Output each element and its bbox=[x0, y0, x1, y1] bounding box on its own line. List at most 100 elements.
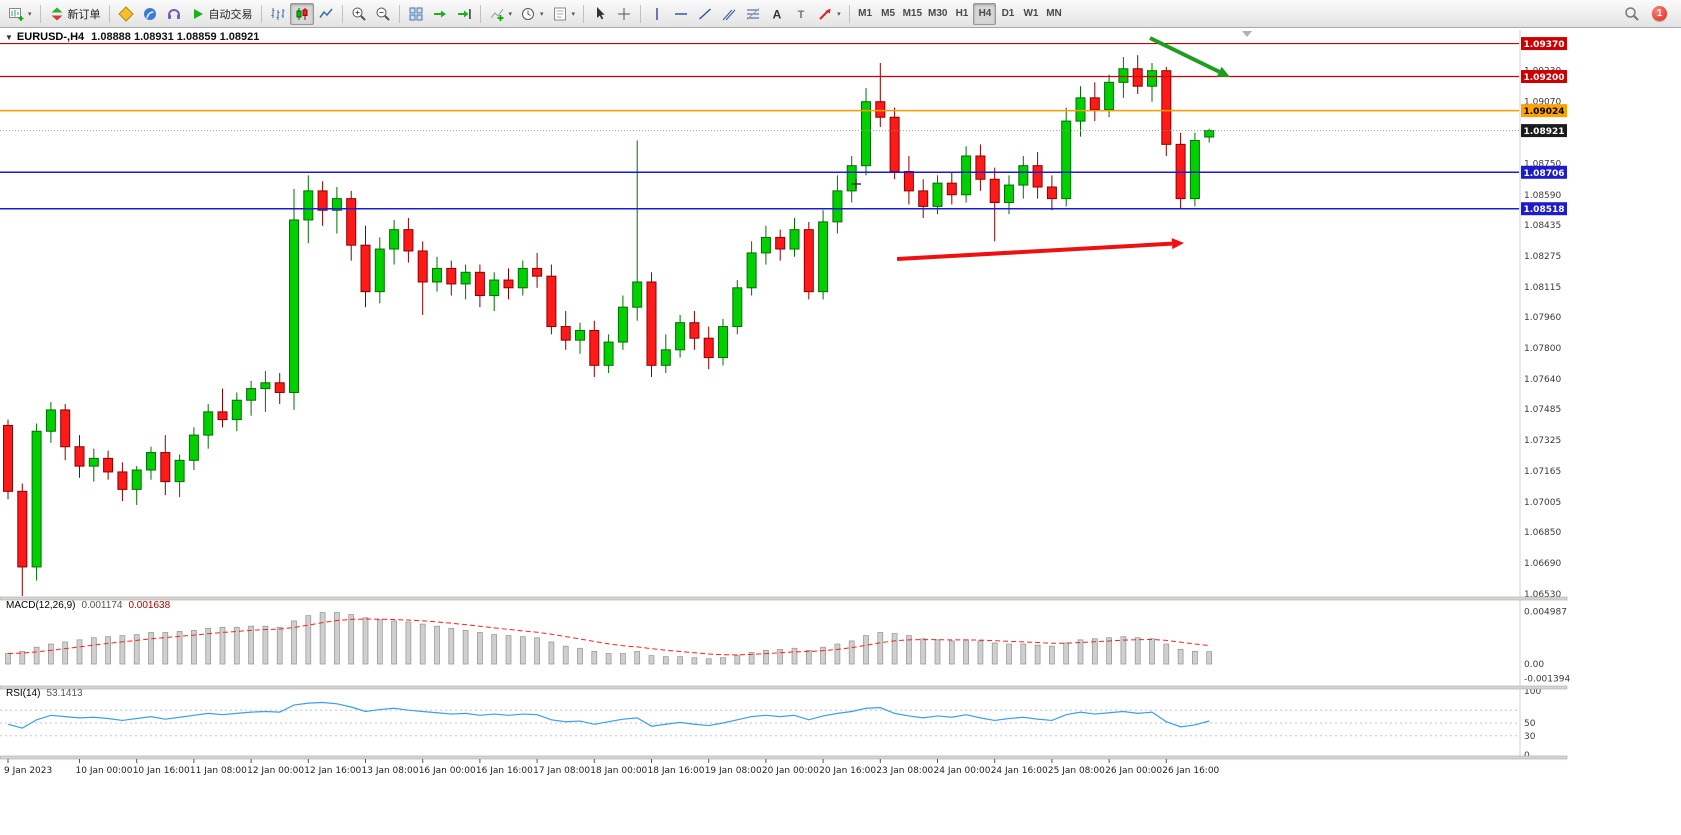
one-click-trading-toggle[interactable]: ▼ bbox=[5, 33, 13, 42]
svg-text:1.07325: 1.07325 bbox=[1524, 436, 1561, 446]
svg-text:1.06530: 1.06530 bbox=[1524, 590, 1561, 600]
timeframe-H1[interactable]: H1 bbox=[950, 3, 973, 25]
svg-text:1.07960: 1.07960 bbox=[1524, 313, 1561, 323]
notification-badge[interactable]: 1 bbox=[1652, 6, 1667, 21]
clock-icon bbox=[520, 6, 536, 22]
svg-text:18 Jan 16:00: 18 Jan 16:00 bbox=[648, 766, 705, 776]
svg-text:1.09200: 1.09200 bbox=[1524, 73, 1565, 83]
panel-separator[interactable] bbox=[0, 685, 1568, 690]
level-lines[interactable] bbox=[0, 42, 1519, 210]
toolbar-separator bbox=[583, 4, 585, 23]
svg-text:11 Jan 08:00: 11 Jan 08:00 bbox=[190, 766, 247, 776]
svg-text:24 Jan 00:00: 24 Jan 00:00 bbox=[934, 766, 991, 776]
timeframe-W1[interactable]: W1 bbox=[1019, 3, 1042, 25]
trendline-tool[interactable] bbox=[693, 3, 717, 25]
timeframe-M1[interactable]: M1 bbox=[854, 3, 877, 25]
svg-text:23 Jan 08:00: 23 Jan 08:00 bbox=[876, 766, 933, 776]
timeframe-M15[interactable]: M15 bbox=[900, 3, 925, 25]
channel-icon bbox=[721, 6, 737, 22]
toolbar-separator bbox=[108, 4, 110, 23]
signals-button[interactable] bbox=[138, 3, 162, 25]
toolbar-separator bbox=[39, 4, 41, 23]
svg-text:1.07640: 1.07640 bbox=[1524, 375, 1561, 385]
svg-text:1.07005: 1.07005 bbox=[1524, 498, 1561, 508]
svg-text:1.06690: 1.06690 bbox=[1524, 559, 1561, 569]
svg-text:19 Jan 08:00: 19 Jan 08:00 bbox=[705, 766, 762, 776]
svg-text:10 Jan 16:00: 10 Jan 16:00 bbox=[133, 766, 190, 776]
zoom-out-icon bbox=[375, 6, 391, 22]
tile-windows-button[interactable] bbox=[404, 3, 428, 25]
rsi-level-lines bbox=[0, 709, 1519, 737]
svg-text:1.07165: 1.07165 bbox=[1524, 467, 1561, 477]
text-tool[interactable]: A bbox=[765, 3, 789, 25]
timeframe-MN[interactable]: MN bbox=[1042, 3, 1065, 25]
svg-text:30: 30 bbox=[1524, 732, 1536, 742]
svg-text:18 Jan 00:00: 18 Jan 00:00 bbox=[590, 766, 647, 776]
timeframe-M30[interactable]: M30 bbox=[925, 3, 950, 25]
fibonacci-icon bbox=[745, 6, 761, 22]
bar-chart-button[interactable] bbox=[266, 3, 290, 25]
autotrade-button[interactable]: 自动交易 bbox=[186, 3, 257, 25]
red-trend-arrow[interactable] bbox=[896, 238, 1184, 261]
green-down-arrow[interactable] bbox=[1149, 36, 1230, 77]
market-button[interactable] bbox=[114, 3, 138, 25]
horizontal-line-tool[interactable] bbox=[669, 3, 693, 25]
cursor-arrow-icon bbox=[592, 6, 608, 22]
line-chart-icon bbox=[318, 6, 334, 22]
zoom-in-icon bbox=[351, 6, 367, 22]
periods-button[interactable]: ▾ bbox=[516, 3, 548, 25]
label-tool[interactable]: T bbox=[789, 3, 813, 25]
auto-scroll-button[interactable] bbox=[428, 3, 452, 25]
chevron-down-icon: ▾ bbox=[571, 10, 576, 18]
toolbar-separator bbox=[398, 4, 400, 23]
timeframe-D1[interactable]: D1 bbox=[996, 3, 1019, 25]
timeframe-M5[interactable]: M5 bbox=[877, 3, 900, 25]
toolbar-separator bbox=[479, 4, 481, 23]
svg-text:26 Jan 00:00: 26 Jan 00:00 bbox=[1105, 766, 1162, 776]
fibonacci-tool[interactable] bbox=[741, 3, 765, 25]
indicators-button[interactable]: ▾ bbox=[485, 3, 517, 25]
svg-text:1.08706: 1.08706 bbox=[1524, 169, 1565, 179]
channel-tool[interactable] bbox=[717, 3, 741, 25]
svg-text:T: T bbox=[798, 9, 805, 21]
toolbar-separator bbox=[260, 4, 262, 23]
crosshair-button[interactable] bbox=[612, 3, 636, 25]
candlestick-button[interactable] bbox=[289, 2, 314, 25]
new-order-icon bbox=[49, 6, 65, 22]
play-icon bbox=[190, 6, 206, 22]
vps-button[interactable] bbox=[162, 3, 186, 25]
svg-text:1.08435: 1.08435 bbox=[1524, 221, 1561, 231]
svg-text:10 Jan 00:00: 10 Jan 00:00 bbox=[76, 766, 133, 776]
auto-scroll-icon bbox=[432, 6, 448, 22]
templates-button[interactable]: ▾ bbox=[548, 3, 580, 25]
line-chart-button[interactable] bbox=[314, 3, 338, 25]
svg-text:24 Jan 16:00: 24 Jan 16:00 bbox=[991, 766, 1048, 776]
crosshair-icon bbox=[616, 6, 632, 22]
chart-shift-button[interactable] bbox=[452, 3, 476, 25]
arrow-drawing-icon bbox=[817, 6, 833, 22]
chart-shift-icon bbox=[456, 6, 472, 22]
vertical-line-tool[interactable] bbox=[645, 3, 669, 25]
svg-text:20 Jan 00:00: 20 Jan 00:00 bbox=[762, 766, 819, 776]
cursor-button[interactable] bbox=[588, 3, 612, 25]
arrows-tool[interactable]: ▾ bbox=[813, 3, 845, 25]
horizontal-line-icon bbox=[673, 6, 689, 22]
search-button[interactable] bbox=[1620, 3, 1644, 25]
zoom-in-button[interactable] bbox=[347, 3, 371, 25]
timeframe-H4[interactable]: H4 bbox=[973, 2, 997, 25]
zoom-out-button[interactable] bbox=[371, 3, 395, 25]
chart-shift-marker[interactable] bbox=[1242, 31, 1252, 37]
plus-marker[interactable] bbox=[851, 179, 861, 189]
chevron-down-icon: ▾ bbox=[837, 10, 841, 18]
svg-text:25 Jan 08:00: 25 Jan 08:00 bbox=[1048, 766, 1105, 776]
autotrade-label: 自动交易 bbox=[208, 8, 253, 21]
new-chart-button[interactable]: ▾ bbox=[4, 3, 36, 25]
panel-separator[interactable] bbox=[0, 596, 1568, 601]
new-order-button[interactable]: 新订单 bbox=[45, 3, 105, 25]
ohlc-bars-icon bbox=[270, 6, 286, 22]
panel-separator[interactable] bbox=[0, 755, 1568, 760]
toolbar-separator bbox=[341, 4, 343, 23]
arrow-objects[interactable] bbox=[896, 36, 1230, 261]
rsi-indicator-label: RSI(14) 53.1413 bbox=[6, 688, 83, 699]
